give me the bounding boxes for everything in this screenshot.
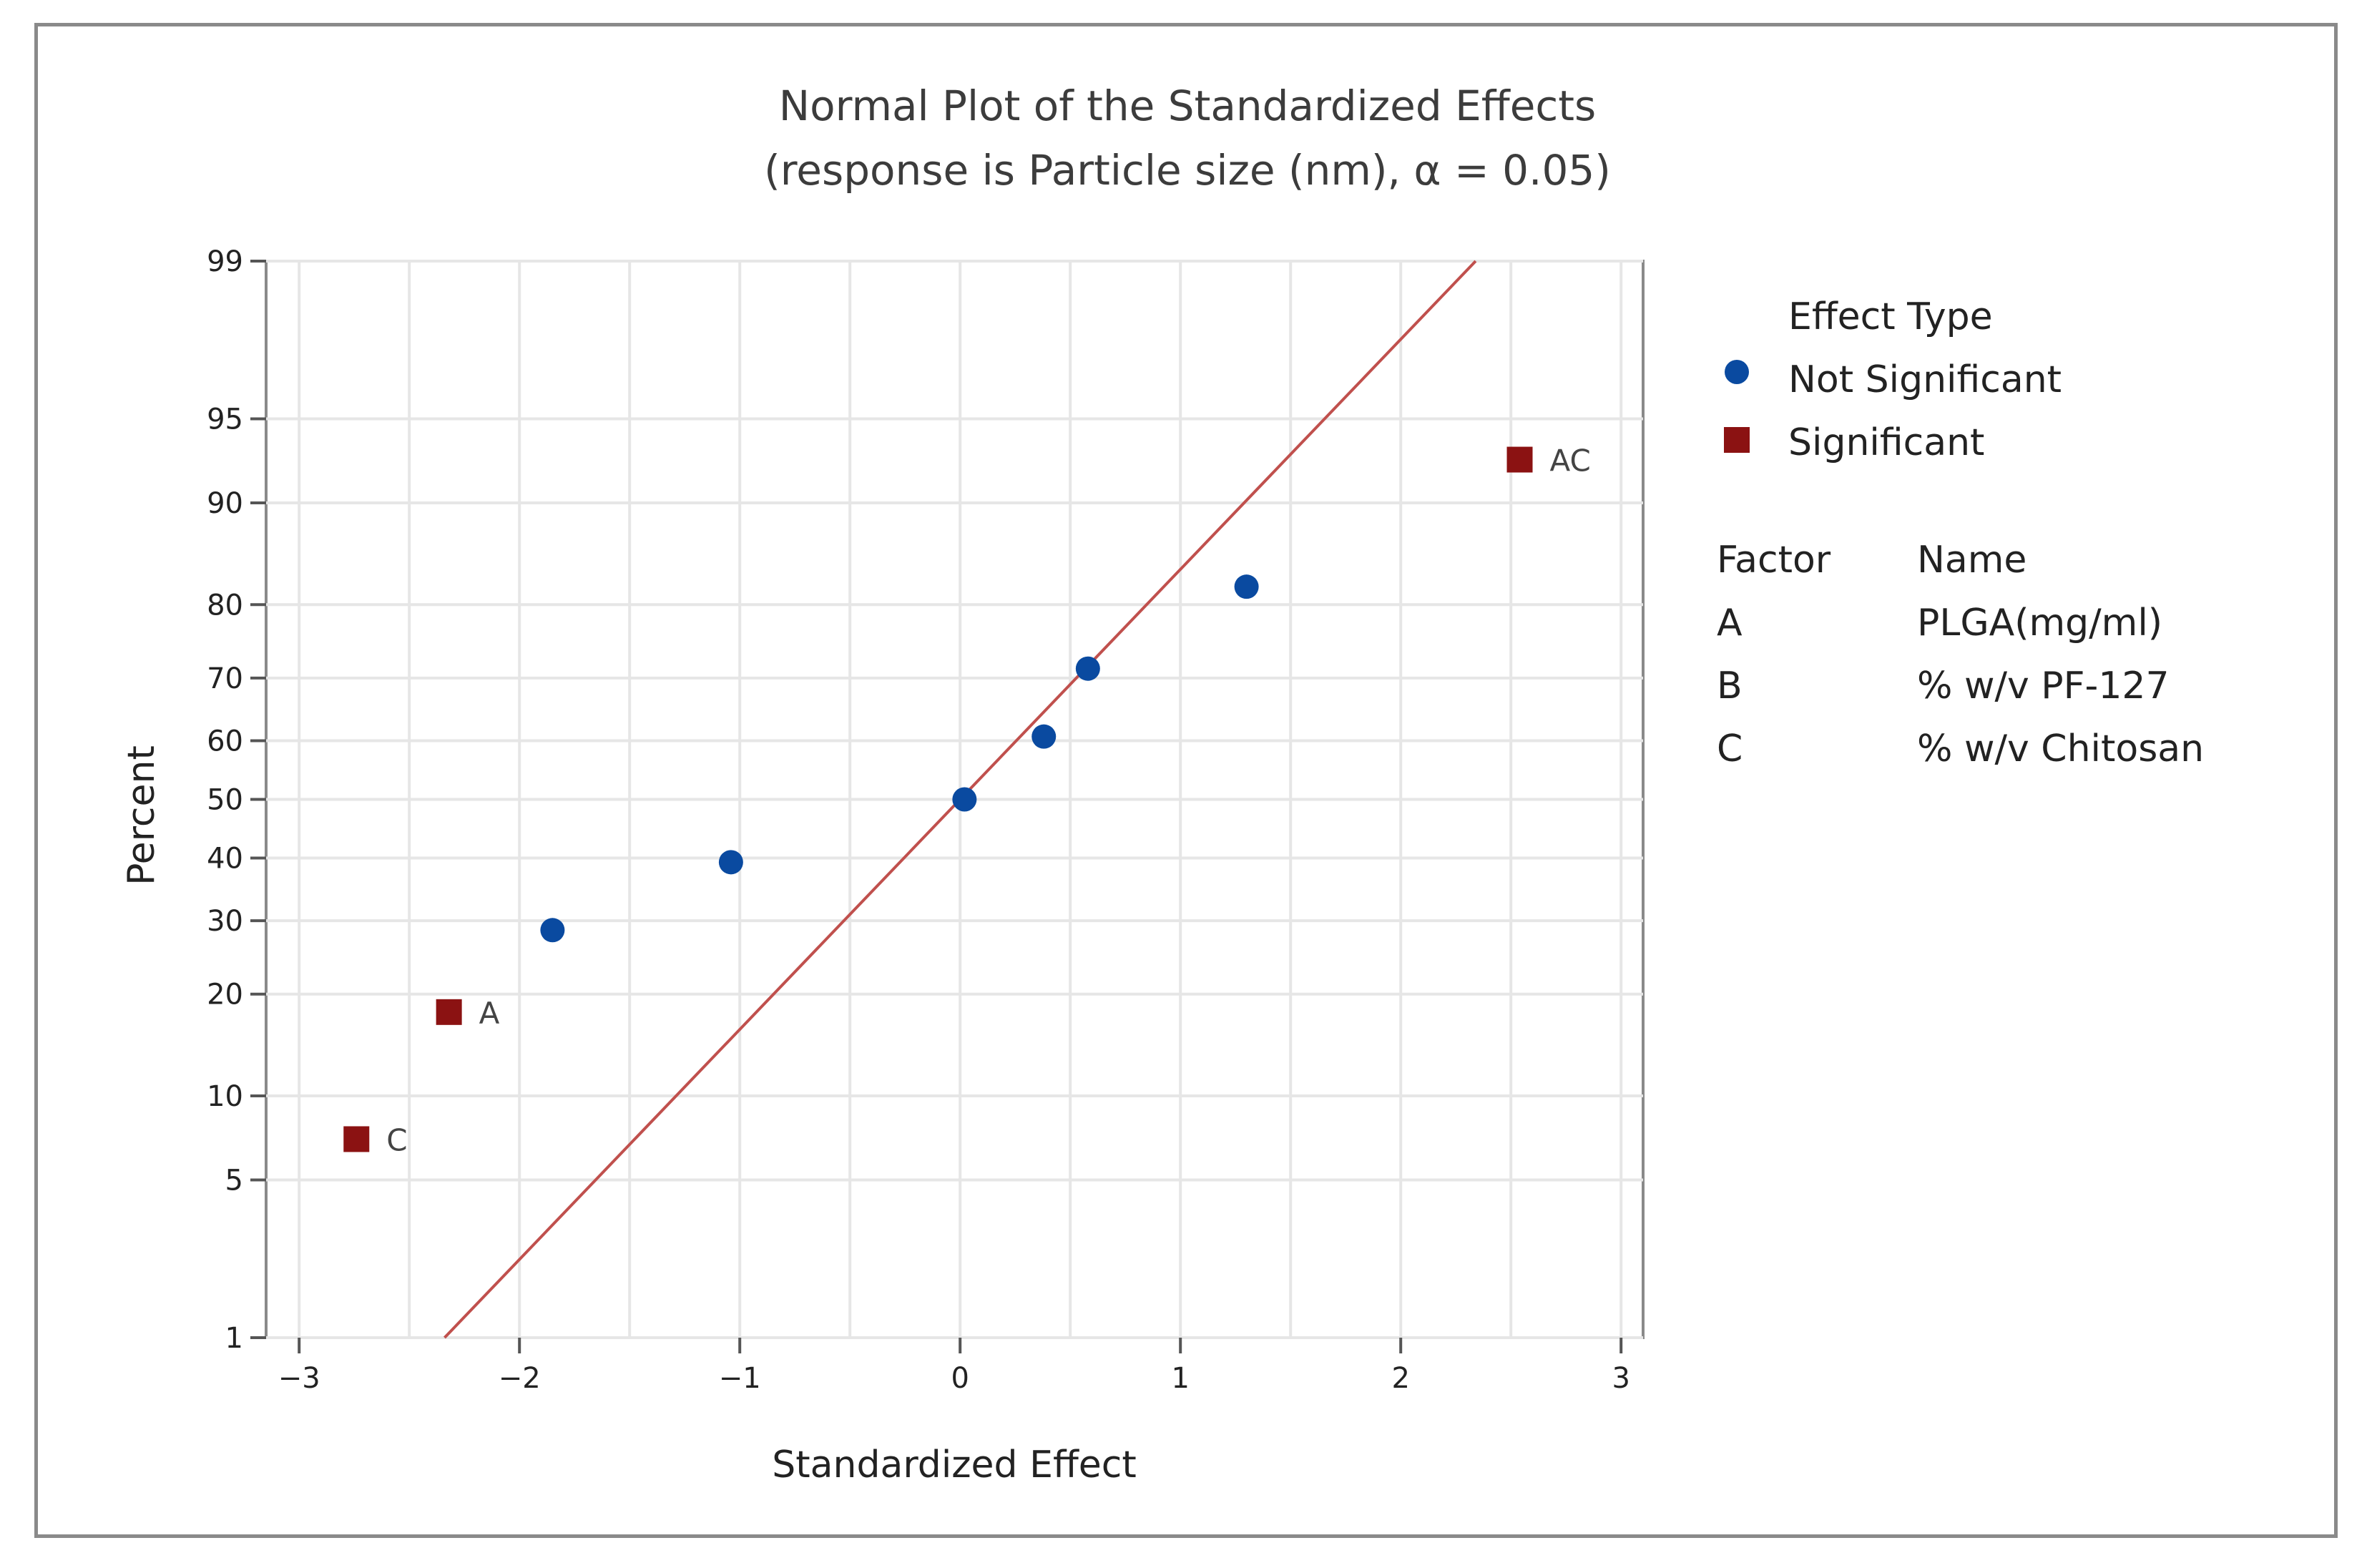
- legend-title: Effect Type: [1788, 295, 1993, 338]
- y-tick-label: 10: [207, 1080, 243, 1113]
- y-tick-label: 95: [207, 403, 243, 436]
- legend: Effect Type Not Significant Significant: [1724, 295, 2062, 464]
- factor-a: A: [1717, 602, 1743, 645]
- legend-label-not-significant: Not Significant: [1788, 358, 2062, 401]
- x-tick-label: 0: [951, 1362, 969, 1395]
- data-point-not-significant: [540, 918, 565, 943]
- legend-marker-significant: [1724, 427, 1750, 453]
- data-points: C A AC: [343, 444, 1591, 1157]
- axis-ticks: −3 −2 −1 0 1 2 3 1 5 10 20 30 40 50 60 70 80 90 95 99: [207, 245, 1630, 1395]
- grid-lines: [266, 260, 1643, 1339]
- y-tick-label: 80: [207, 589, 243, 622]
- y-tick-label: 20: [207, 979, 243, 1011]
- y-tick-label: 60: [207, 725, 243, 758]
- y-tick-label: 90: [207, 487, 243, 520]
- legend-marker-not-significant: [1725, 360, 1749, 384]
- x-tick-label: 3: [1612, 1362, 1629, 1395]
- factor-c-name: % w/v Chitosan: [1917, 727, 2204, 770]
- y-tick-label: 70: [207, 662, 243, 695]
- data-point-not-significant: [718, 850, 743, 875]
- y-tick-label: 50: [207, 784, 243, 817]
- data-point-significant: [343, 1126, 370, 1152]
- factor-table: Factor Name A PLGA(mg/ml) B % w/v PF-127…: [1717, 539, 2204, 770]
- factor-a-name: PLGA(mg/ml): [1917, 602, 2162, 645]
- factor-c: C: [1717, 727, 1743, 770]
- data-point-significant: [436, 999, 462, 1025]
- y-tick-label: 40: [207, 842, 243, 875]
- x-tick-label: −2: [499, 1362, 541, 1395]
- name-header: Name: [1917, 539, 2027, 582]
- chart-subtitle: (response is Particle size (nm), α = 0.0…: [764, 146, 1611, 195]
- x-axis-title: Standardized Effect: [772, 1444, 1137, 1486]
- y-tick-label: 5: [225, 1165, 243, 1197]
- x-tick-label: 2: [1391, 1362, 1409, 1395]
- point-label-a: A: [479, 996, 500, 1031]
- x-tick-label: −1: [719, 1362, 761, 1395]
- chart-title: Normal Plot of the Standardized Effects: [779, 82, 1597, 130]
- data-point-significant: [1506, 446, 1533, 473]
- legend-label-significant: Significant: [1788, 421, 1984, 464]
- y-tick-label: 30: [207, 905, 243, 938]
- factor-b-name: % w/v PF-127: [1917, 665, 2170, 707]
- factor-b: B: [1717, 665, 1743, 707]
- y-tick-label: 99: [207, 245, 243, 278]
- x-tick-label: −3: [278, 1362, 320, 1395]
- y-axis-title: Percent: [120, 745, 163, 886]
- data-point-not-significant: [1234, 574, 1259, 599]
- point-label-c: C: [386, 1122, 407, 1157]
- data-point-not-significant: [1075, 656, 1100, 681]
- data-point-not-significant: [952, 787, 977, 812]
- point-label-ac: AC: [1550, 444, 1591, 479]
- x-tick-label: 1: [1171, 1362, 1189, 1395]
- data-point-not-significant: [1031, 724, 1057, 749]
- factor-header: Factor: [1717, 539, 1831, 582]
- y-tick-label: 1: [225, 1322, 243, 1355]
